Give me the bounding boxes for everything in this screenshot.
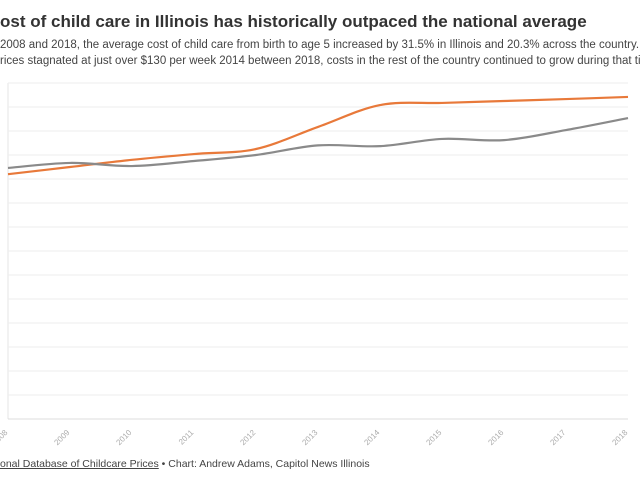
x-tick-label: 2012	[238, 428, 257, 447]
chart-title: ost of child care in Illinois has histor…	[0, 12, 587, 31]
x-tick-label: 2017	[548, 428, 567, 447]
gridlines	[7, 82, 628, 420]
x-tick-label: 2016	[486, 428, 505, 447]
chart-subtitle-line-1: 2008 and 2018, the average cost of child…	[0, 39, 640, 51]
chart-credit: • Chart: Andrew Adams, Capitol News Illi…	[158, 458, 370, 470]
series-line-national	[7, 116, 629, 170]
source-line: onal Database of Childcare Prices • Char…	[0, 458, 370, 470]
x-tick-label: 2009	[52, 428, 71, 447]
x-tick-label: 2013	[300, 428, 319, 447]
x-axis-ticks: 2008 2009 2010 2011 2012 2013 2014 2015 2016 2017…	[0, 428, 630, 447]
source-link[interactable]: onal Database of Childcare Prices	[0, 458, 159, 470]
x-tick-label: 2015	[424, 428, 443, 447]
x-tick-label: 2014	[362, 428, 381, 447]
x-tick-label: 2018	[610, 428, 629, 447]
x-tick-label: 2011	[177, 428, 196, 447]
x-tick-label: 2010	[114, 428, 133, 447]
series-lines	[7, 95, 629, 176]
chart-subtitle-line-2: rices stagnated at just over $130 per we…	[0, 55, 640, 67]
x-tick-label: 2008	[0, 428, 10, 447]
